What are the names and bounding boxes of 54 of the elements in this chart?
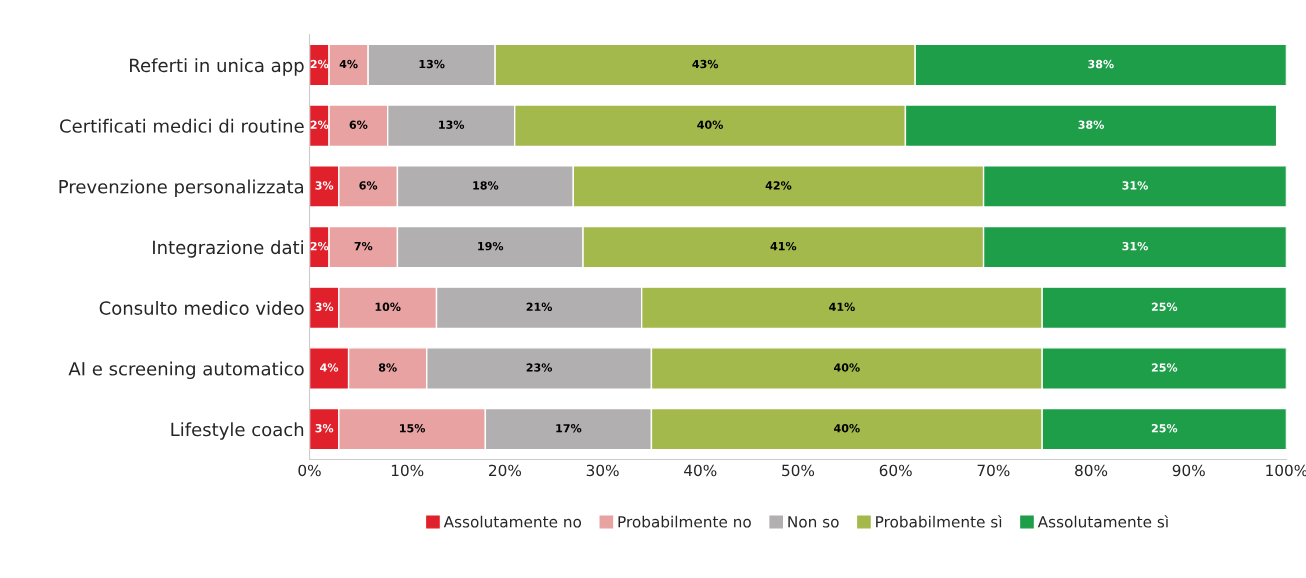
data-label: 4% [339,59,358,69]
x-tick-label: 10% [391,464,424,477]
data-label: 25% [1151,423,1178,433]
data-label: 40% [834,363,860,372]
data-label: 21% [526,302,553,312]
legend-label: Non so [788,516,839,528]
data-label: 43% [692,59,719,69]
legend-label: Assolutamente sì [1037,515,1168,528]
data-label: 38% [1088,59,1114,69]
data-label: 6% [349,120,368,129]
data-label: 23% [526,363,553,372]
y-tick-label: AI e screening automatico [68,361,304,380]
data-label: 18% [473,181,499,190]
data-label: 8% [378,363,397,372]
x-tick-label: 30% [586,464,619,477]
data-label: 31% [1122,241,1148,251]
y-tick-label: Consulto medico video [99,300,304,315]
y-tick-label: Integrazione dati [153,240,303,258]
data-label: 15% [400,423,426,433]
data-label: 7% [354,241,373,251]
data-label: 13% [439,120,465,129]
y-tick-label: Prevenzione personalizzata [59,179,304,198]
data-label: 19% [478,241,504,251]
y-tick-label: Lifestyle coach [171,422,304,440]
data-label: 6% [359,181,378,190]
data-label: 3% [315,423,334,433]
y-tick-label: Referti in unica app [130,58,304,76]
x-tick-label: 70% [977,464,1010,477]
data-label: 31% [1122,181,1148,190]
x-tick-label: 90% [1172,464,1205,477]
data-label: 25% [1151,363,1178,372]
data-label: 3% [315,302,334,312]
x-tick-label: 40% [684,464,717,477]
data-label: 40% [834,423,860,433]
data-label: 38% [1078,120,1104,129]
x-tick-label: 0% [298,464,321,477]
x-tick-label: 60% [879,464,912,477]
legend-label: Probabilmente no [618,515,751,528]
x-tick-label: 80% [1075,464,1108,477]
legend-label: Probabilmente sì [876,515,1002,528]
data-label: 4% [320,363,339,372]
data-label: 41% [770,241,797,251]
x-tick-label: 50% [782,464,815,477]
data-label: 42% [765,181,792,190]
data-label: 3% [315,181,334,190]
legend-label: Assolutamente no [443,515,582,528]
data-label: 41% [829,302,855,312]
data-label: 10% [375,302,401,312]
data-label: 13% [419,59,445,69]
data-label: 40% [697,120,723,129]
data-label: 25% [1151,302,1178,312]
y-tick-label: Certificati medici di routine [60,118,304,133]
x-tick-label: 20% [489,464,522,477]
data-label: 17% [556,423,582,433]
